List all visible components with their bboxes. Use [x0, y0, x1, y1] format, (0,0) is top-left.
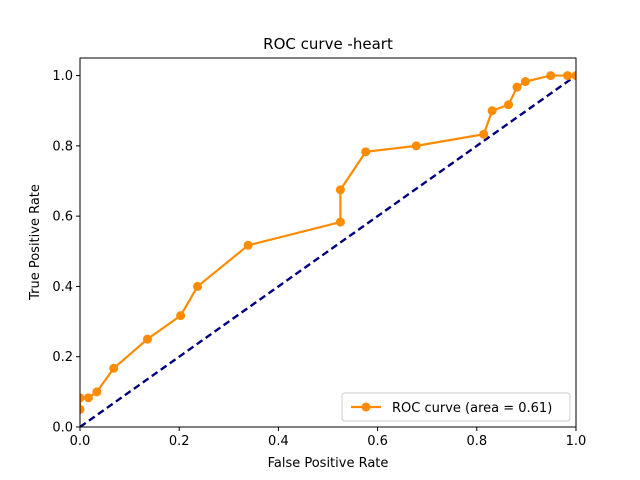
x-tick-label: 0.2	[169, 434, 190, 449]
legend-series-marker	[361, 402, 371, 412]
x-tick-label: 0.4	[268, 434, 289, 449]
data-point	[411, 141, 421, 151]
data-point	[142, 334, 152, 344]
legend-box	[341, 392, 571, 422]
y-tick-label: 0.2	[52, 350, 73, 365]
chart-title: ROC curve -heart	[263, 35, 393, 53]
x-tick-label: 0.6	[367, 434, 388, 449]
y-tick-label: 0.8	[52, 139, 73, 154]
data-point	[92, 387, 102, 397]
y-tick-label: 1.0	[52, 69, 73, 84]
x-axis-label: False Positive Rate	[268, 456, 389, 471]
y-tick-label: 0.4	[52, 280, 73, 295]
data-point	[546, 71, 556, 81]
data-point	[571, 71, 576, 81]
data-point	[80, 404, 85, 414]
data-point	[193, 281, 203, 291]
legend: ROC curve (area = 0.61)	[341, 392, 571, 422]
data-point	[335, 185, 345, 195]
data-point	[487, 106, 497, 116]
reference-diagonal-line	[80, 74, 576, 427]
axes-frame	[79, 57, 577, 428]
y-axis-label: True Positive Rate	[28, 184, 43, 301]
data-point	[335, 217, 345, 227]
data-point	[176, 311, 186, 321]
y-tick-label: 0.6	[52, 210, 73, 225]
data-point	[563, 71, 573, 81]
y-tick-label: 0.0	[52, 421, 73, 436]
data-point	[83, 393, 93, 403]
data-point	[109, 363, 119, 373]
data-point	[520, 77, 530, 87]
data-point	[80, 393, 85, 403]
x-tick-label: 0.8	[466, 434, 487, 449]
data-point	[243, 240, 253, 250]
x-tick-label: 1.0	[566, 434, 587, 449]
data-point	[361, 147, 371, 157]
plot-area: 0.0 0.2 0.4 0.6 0.8 1.0 0.0 0.2 0.4 0.6 0.8 1.0	[52, 57, 587, 449]
data-point	[512, 82, 522, 92]
series-line-0	[80, 74, 576, 410]
legend-series-label: ROC curve (area = 0.61)	[392, 401, 552, 416]
data-point	[479, 129, 489, 139]
x-tick-label: 0.0	[70, 434, 91, 449]
data-point	[504, 100, 514, 110]
